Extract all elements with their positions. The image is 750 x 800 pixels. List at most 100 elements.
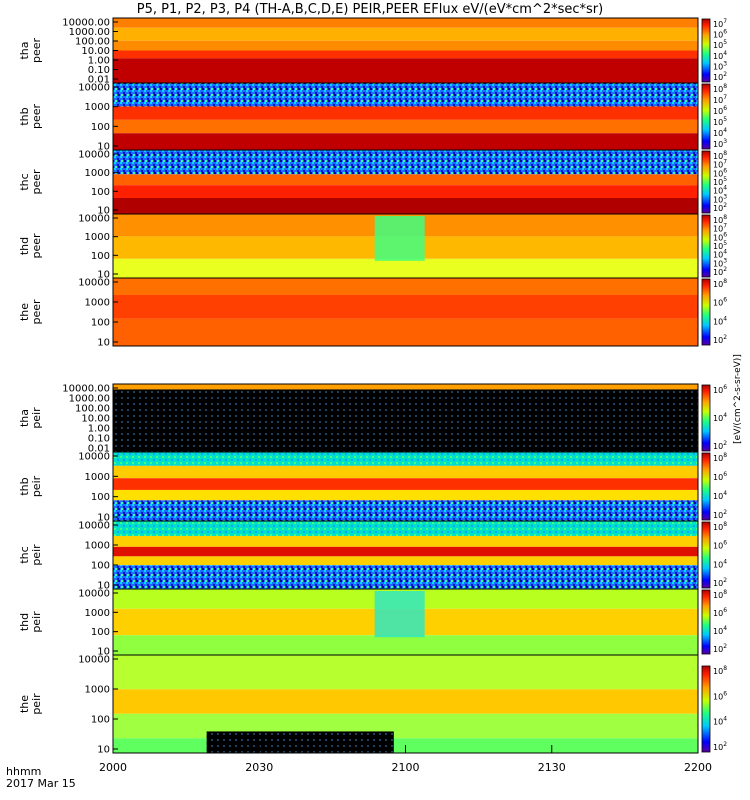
colorbar-tick-exponent: 6 bbox=[723, 29, 727, 36]
colorbar-tick-exponent: 3 bbox=[723, 60, 727, 67]
y-axis-label: thc bbox=[18, 546, 31, 563]
spectrogram-band bbox=[113, 655, 698, 690]
colorbar-tick-exponent: 8 bbox=[723, 83, 727, 90]
colorbar-tick-exponent: 8 bbox=[723, 150, 727, 157]
y-tick-label: 10000.00 bbox=[62, 384, 110, 395]
y-axis-label: the bbox=[18, 695, 31, 713]
panel-the-peir: 10000 1000 100 10 the peir bbox=[18, 654, 699, 756]
spectrogram-band bbox=[113, 185, 698, 198]
y-tick-label: 1000 bbox=[85, 541, 110, 552]
colorbar-tick-label: 108 bbox=[713, 665, 727, 676]
colorbar-tick-exponent: 8 bbox=[723, 589, 727, 596]
colorbar-tick-exponent: 2 bbox=[723, 741, 727, 748]
y-axis-label: thb bbox=[18, 107, 31, 125]
colorbar-tick-label: 102 bbox=[713, 266, 727, 277]
y-tick-label: 10 bbox=[97, 142, 110, 153]
y-tick-label: 100 bbox=[91, 561, 110, 572]
colorbar-tick-exponent: 5 bbox=[723, 240, 727, 247]
spectrogram-band bbox=[113, 635, 698, 655]
colorbar-tick-exponent: 4 bbox=[723, 625, 727, 632]
colorbar-tick-label: 105 bbox=[713, 176, 727, 187]
colorbar-tick-label: 102 bbox=[713, 334, 727, 345]
spectrogram-band bbox=[113, 83, 698, 107]
y-axis-label: peir bbox=[30, 475, 43, 497]
panel-thc-peer: 10000 1000 100 10 thc peer bbox=[18, 149, 699, 217]
colorbar-the-peer: 108 106 104 102 bbox=[701, 278, 727, 346]
colorbar-tick-label: 107 bbox=[713, 223, 727, 234]
colorbar-tick-label: 104 bbox=[713, 315, 727, 326]
y-axis-label: peer bbox=[30, 169, 43, 195]
spectrogram-band bbox=[113, 278, 698, 295]
colorbar-tick-label: 104 bbox=[713, 412, 727, 423]
colorbar-tick-exponent: 2 bbox=[723, 577, 727, 584]
colorbar-tick-label: 107 bbox=[713, 18, 727, 29]
spectrogram-band bbox=[113, 106, 698, 120]
colorbar-tick-label: 106 bbox=[713, 384, 727, 395]
time-axis: 2000 2030 2100 2130 2200 bbox=[99, 745, 712, 774]
colorbars: 1071061051041031021081071061051041031081… bbox=[701, 18, 727, 753]
x-tick-label: 2100 bbox=[392, 761, 420, 774]
colorbar-tick-exponent: 6 bbox=[723, 540, 727, 547]
colorbar-tick-exponent: 8 bbox=[723, 278, 727, 285]
panel-thb-peer: 10000 1000 100 10 thb peer bbox=[18, 82, 699, 153]
y-tick-label: 100.00 bbox=[75, 37, 110, 48]
colorbar-the-peir: 108 106 104 102 bbox=[701, 665, 727, 753]
spectrogram-band bbox=[113, 521, 698, 536]
colorbar-tick-label: 103 bbox=[713, 193, 727, 204]
spectrogram-panels: 10000.001000.00100.0010.001.000.100.01th… bbox=[18, 17, 699, 756]
colorbar-tick-exponent: 3 bbox=[723, 193, 727, 200]
colorbar-tick-exponent: 6 bbox=[723, 690, 727, 697]
colorbar-gradient bbox=[701, 278, 711, 346]
colorbar-tick-label: 104 bbox=[713, 127, 727, 138]
spectrogram-band bbox=[113, 198, 698, 214]
panel-frame bbox=[112, 277, 699, 347]
colorbar-tick-exponent: 2 bbox=[723, 71, 727, 78]
y-tick-label: 10 bbox=[97, 206, 110, 217]
colorbar-tick-exponent: 6 bbox=[723, 471, 727, 478]
y-tick-label: 1000 bbox=[85, 608, 110, 619]
y-tick-label: 10000 bbox=[78, 278, 110, 289]
colorbar-tick-label: 104 bbox=[713, 716, 727, 727]
y-tick-label: 1.00 bbox=[88, 424, 110, 435]
y-tick-label: 10000 bbox=[78, 655, 110, 666]
colorbar-tick-label: 108 bbox=[713, 521, 727, 532]
y-axis-label: peir bbox=[30, 544, 43, 566]
spectrogram-band bbox=[113, 174, 698, 186]
spectrogram-band bbox=[113, 150, 698, 175]
colorbar-tick-label: 105 bbox=[713, 39, 727, 50]
y-tick-label: 10.00 bbox=[81, 414, 110, 425]
colorbar-tick-label: 106 bbox=[713, 231, 727, 242]
colorbar-tick-label: 102 bbox=[713, 440, 727, 451]
y-tick-label: 100 bbox=[91, 627, 110, 638]
colorbar-tick-exponent: 5 bbox=[723, 176, 727, 183]
y-axis-label: thb bbox=[18, 477, 31, 495]
colorbar-tick-label: 104 bbox=[713, 625, 727, 636]
colorbar-gradient bbox=[701, 18, 711, 83]
colorbar-tick-exponent: 7 bbox=[723, 94, 727, 101]
y-tick-label: 10 bbox=[97, 647, 110, 658]
y-axis-label: thd bbox=[18, 613, 31, 631]
colorbar-tick-label: 106 bbox=[713, 297, 727, 308]
y-tick-label: 10000 bbox=[78, 83, 110, 94]
colorbar-tick-exponent: 2 bbox=[723, 266, 727, 273]
spectrogram-feature bbox=[206, 731, 394, 753]
y-tick-label: 10 bbox=[97, 745, 110, 756]
spectrogram-band bbox=[113, 18, 698, 28]
spectrogram-band bbox=[113, 500, 698, 521]
colorbar-tick-label: 108 bbox=[713, 150, 727, 161]
colorbar-tick-exponent: 8 bbox=[723, 665, 727, 672]
spectrogram-band bbox=[113, 27, 698, 41]
y-tick-label: 10000 bbox=[78, 589, 110, 600]
colorbar-tick-exponent: 4 bbox=[723, 490, 727, 497]
spectrogram-band bbox=[113, 119, 698, 134]
y-tick-label: 0.10 bbox=[88, 65, 110, 76]
time-unit-label: hhmm bbox=[6, 765, 42, 778]
colorbar-tick-label: 107 bbox=[713, 94, 727, 105]
colorbar-tick-exponent: 8 bbox=[723, 452, 727, 459]
x-tick-label: 2130 bbox=[538, 761, 566, 774]
colorbar-tick-label: 106 bbox=[713, 690, 727, 701]
spectrogram-band bbox=[113, 50, 698, 59]
